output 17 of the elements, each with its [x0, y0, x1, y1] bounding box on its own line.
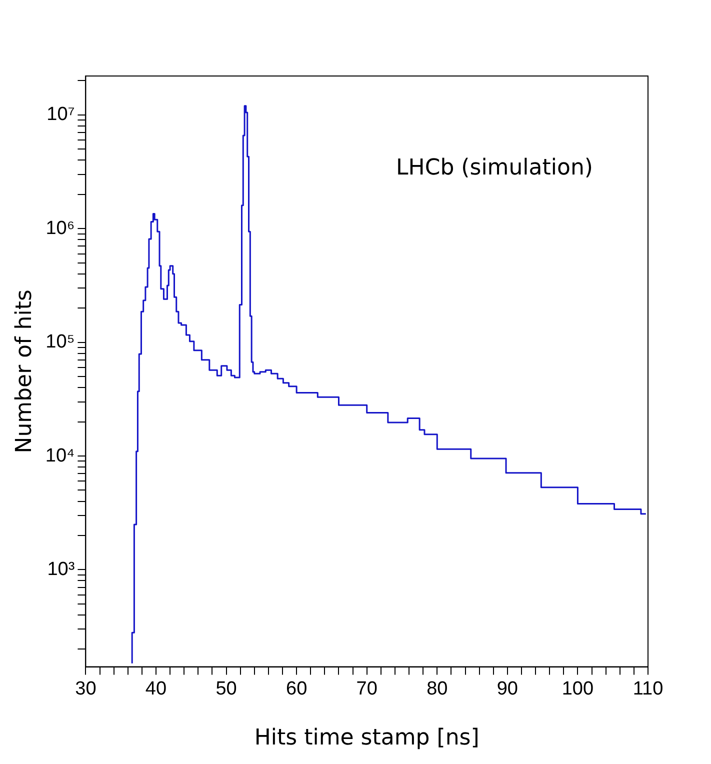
y-tick-label: 10⁴: [45, 445, 75, 466]
x-tick-label: 30: [75, 678, 96, 700]
x-tick-label: 90: [496, 678, 518, 700]
x-tick-label: 70: [356, 678, 378, 700]
x-tick-label: 50: [216, 678, 237, 700]
y-tick-label: 10⁶: [46, 218, 75, 239]
x-tick-label: 40: [145, 678, 167, 700]
x-tick-label: 80: [426, 678, 448, 700]
x-tick-label: 100: [562, 678, 594, 700]
x-axis-title: Hits time stamp [ns]: [254, 726, 480, 751]
x-tick-label: 60: [286, 678, 308, 700]
annotation: LHCb (simulation): [396, 156, 593, 181]
y-tick-label: 10⁵: [46, 332, 75, 353]
y-axis-title: Number of hits: [12, 290, 37, 454]
x-tick-label: 110: [632, 678, 664, 700]
y-tick-label: 10³: [47, 558, 75, 580]
y-tick-label: 10⁷: [46, 104, 75, 126]
